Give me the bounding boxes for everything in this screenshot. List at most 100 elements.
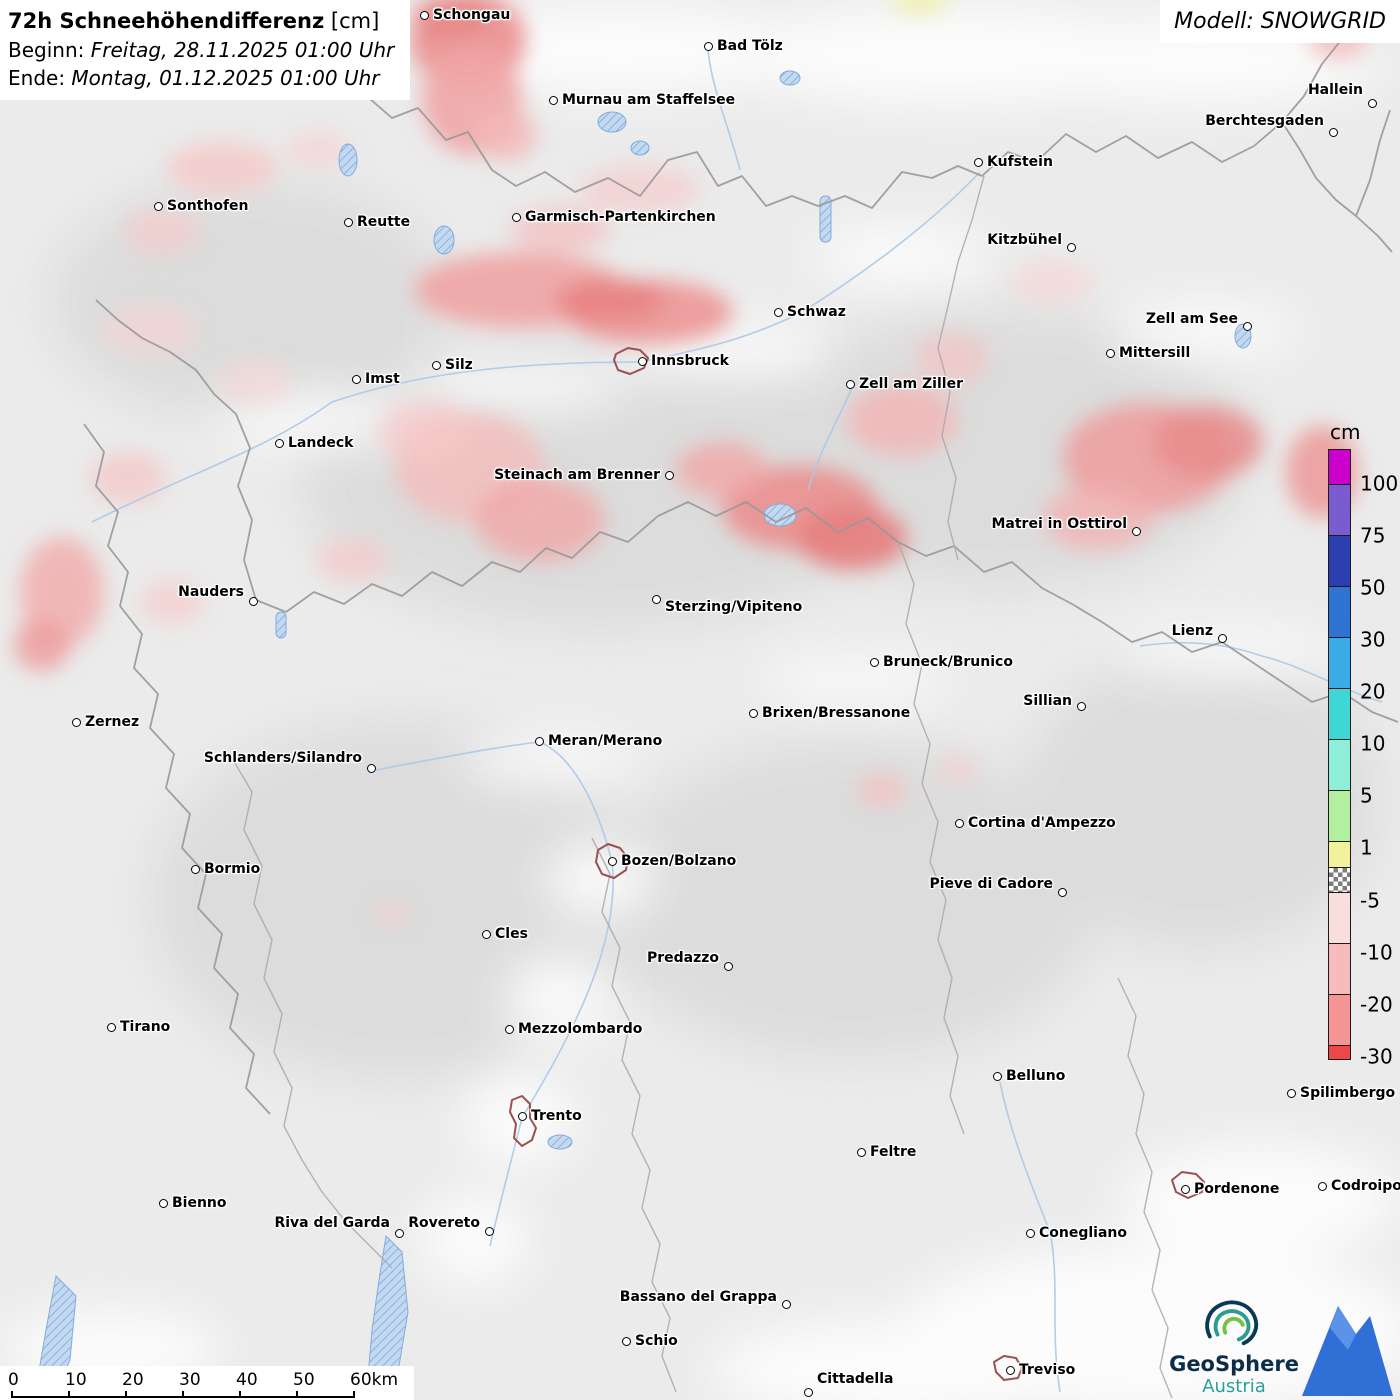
city-dot bbox=[856, 1147, 866, 1157]
city-dot bbox=[71, 717, 81, 727]
begin-label: Beginn: bbox=[8, 38, 91, 62]
city-label: Bozen/Bolzano bbox=[621, 853, 737, 869]
province-border-layer bbox=[231, 175, 1173, 1399]
city-dot bbox=[773, 307, 783, 317]
city-label: Rovereto bbox=[408, 1215, 480, 1231]
legend-segment bbox=[1329, 994, 1350, 1045]
city-label: Tirano bbox=[120, 1019, 171, 1035]
legend-segment bbox=[1329, 943, 1350, 994]
municipal-outline-layer bbox=[509, 347, 1205, 1381]
city-dot bbox=[548, 95, 558, 105]
mountain-shading-layer bbox=[50, 180, 1380, 1080]
city-dot bbox=[703, 41, 713, 51]
city-label: Hallein bbox=[1307, 82, 1363, 98]
scale-label: 10 bbox=[65, 1370, 87, 1390]
geosphere-wordmark: GeoSphere bbox=[1169, 1352, 1299, 1376]
end-value: Montag, 01.12.2025 01:00 Uhr bbox=[71, 66, 380, 90]
city-label: Pordenone bbox=[1194, 1181, 1280, 1197]
city-dot bbox=[534, 736, 544, 746]
title-box: 72h Schneehöhendifferenz [cm] Beginn: Fr… bbox=[0, 0, 411, 100]
city-label: Schlanders/Silandro bbox=[203, 750, 362, 766]
legend-tick-label: -10 bbox=[1360, 940, 1393, 965]
city-label: Innsbruck bbox=[651, 353, 729, 369]
city-dot bbox=[1105, 348, 1115, 358]
city-label: Landeck bbox=[288, 435, 354, 451]
city-label: Nauders bbox=[178, 584, 244, 600]
legend-tick-label: 50 bbox=[1360, 575, 1386, 600]
city-label: Sillian bbox=[1023, 693, 1072, 709]
city-label: Sterzing/Vipiteno bbox=[665, 599, 803, 615]
legend: cm 100 75 50 30 20 10 5 1 -5 -10 -20 -30 bbox=[1328, 420, 1398, 1069]
legend-unit-label: cm bbox=[1330, 420, 1361, 444]
city-label: Conegliano bbox=[1039, 1225, 1128, 1241]
city-label: Bruneck/Brunico bbox=[883, 654, 1013, 670]
legend-segment bbox=[1329, 892, 1350, 943]
legend-tick-label: 75 bbox=[1360, 523, 1386, 548]
scale-label: 30 bbox=[179, 1370, 201, 1390]
city-label: Schongau bbox=[433, 7, 511, 23]
scale-label: 20 bbox=[122, 1370, 144, 1390]
legend-segment bbox=[1329, 1045, 1350, 1059]
national-border-layer bbox=[83, 19, 1399, 1115]
city-label: Bad Tölz bbox=[717, 38, 783, 54]
city-label: Spilimbergo bbox=[1300, 1085, 1396, 1101]
city-label: Brixen/Bressanone bbox=[762, 705, 911, 721]
city-dot bbox=[1367, 98, 1377, 108]
legend-segment bbox=[1329, 688, 1350, 739]
city-label: Sonthofen bbox=[167, 198, 249, 214]
city-label: Murnau am Staffelsee bbox=[562, 92, 736, 108]
legend-segment bbox=[1329, 484, 1350, 535]
legend-tick-label: -20 bbox=[1360, 992, 1393, 1017]
city-dot bbox=[803, 1387, 813, 1397]
city-label: Bormio bbox=[204, 861, 261, 877]
city-label: Bassano del Grappa bbox=[619, 1289, 777, 1305]
city-label: Garmisch-Partenkirchen bbox=[525, 209, 716, 225]
city-label: Silz bbox=[445, 357, 473, 373]
geosphere-logo-block: GeoSphere Austria bbox=[1169, 1290, 1299, 1398]
legend-tick-label: 1 bbox=[1360, 835, 1373, 860]
city-dot bbox=[1066, 242, 1076, 252]
city-dot bbox=[158, 1198, 168, 1208]
scale-bar: 0 10 20 30 40 50 60km bbox=[0, 1366, 414, 1400]
geosphere-logo: GeoSphere Austria bbox=[1169, 1282, 1400, 1398]
city-label: Riva del Garda bbox=[274, 1215, 390, 1231]
city-label: Berchtesgaden bbox=[1205, 113, 1324, 129]
city-dot bbox=[723, 961, 733, 971]
city-dot bbox=[431, 360, 441, 370]
legend-body: 100 75 50 30 20 10 5 1 -5 -10 -20 -30 bbox=[1328, 449, 1398, 1069]
scale-tick bbox=[296, 1391, 298, 1398]
city-dot bbox=[394, 1228, 404, 1238]
scale-tick bbox=[353, 1391, 355, 1398]
city-label: Mittersill bbox=[1119, 345, 1191, 361]
city-label: Treviso bbox=[1019, 1362, 1076, 1378]
city-dot bbox=[248, 596, 258, 606]
city-dot bbox=[1057, 887, 1067, 897]
city-dot bbox=[481, 929, 491, 939]
city-dot bbox=[366, 763, 376, 773]
city-dot bbox=[1217, 633, 1227, 643]
legend-tick-label: 5 bbox=[1360, 783, 1373, 808]
city-dot bbox=[274, 438, 284, 448]
scale-label: 40 bbox=[236, 1370, 258, 1390]
legend-segment bbox=[1329, 739, 1350, 790]
city-dot bbox=[954, 818, 964, 828]
map-title: 72h Schneehöhendifferenz bbox=[8, 9, 325, 33]
city-label: Zernez bbox=[85, 714, 140, 730]
city-label: Schwaz bbox=[787, 304, 846, 320]
legend-tick-label: 20 bbox=[1360, 679, 1386, 704]
city-dot bbox=[1025, 1228, 1035, 1238]
city-label: Cortina d'Ampezzo bbox=[968, 815, 1116, 831]
begin-line: Beginn: Freitag, 28.11.2025 01:00 Uhr bbox=[8, 38, 394, 62]
city-dot bbox=[748, 708, 758, 718]
legend-segment bbox=[1329, 867, 1350, 892]
city-label: Schio bbox=[635, 1333, 678, 1349]
city-label: Zell am See bbox=[1145, 311, 1238, 327]
city-label: Lienz bbox=[1171, 623, 1213, 639]
city-dot bbox=[1005, 1365, 1015, 1375]
scale-tick bbox=[11, 1391, 13, 1398]
city-dot bbox=[637, 356, 647, 366]
scale-label: 50 bbox=[293, 1370, 315, 1390]
city-dot bbox=[1242, 321, 1252, 331]
city-dot bbox=[1317, 1181, 1327, 1191]
city-label: Codroipo bbox=[1331, 1178, 1400, 1194]
